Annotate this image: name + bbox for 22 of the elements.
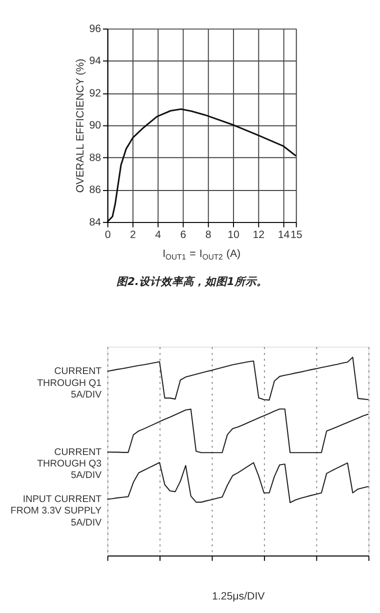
x-tick-label: 8 [205,228,212,241]
y-tick-label: 94 [89,55,102,68]
y-tick-label: 90 [89,120,102,132]
y-tick-label: 84 [89,216,102,228]
series-label: CURRENT THROUGH Q1 5A/DIV [37,366,102,400]
x-tick-label: 15 [290,228,302,241]
x-tick-label: 14 [278,228,290,241]
x-tick-label: 2 [130,228,136,241]
x-tick-label: 10 [228,228,240,241]
caption: 图2.设计效率高，如图1所示。 [116,274,268,288]
x-tick-label: 0 [104,228,111,241]
x-tick-label: 6 [180,228,186,241]
series-label: CURRENT THROUGH Q3 5A/DIV [37,446,102,482]
y-tick-label: 92 [89,87,102,100]
x-tick-label: 4 [155,228,162,241]
x-axis-title: 1.25μs/DIV [212,590,266,603]
y-tick-label: 88 [89,152,102,164]
x-tick-label: 12 [252,228,265,241]
y-tick-label: 86 [89,184,102,196]
series-label: INPUT CURRENT FROM 3.3V SUPPLY 5A/DIV [10,494,102,528]
y-axis-title: OVERALL EFFICIENCY (%) [74,58,86,193]
y-tick-label: 96 [89,22,102,35]
